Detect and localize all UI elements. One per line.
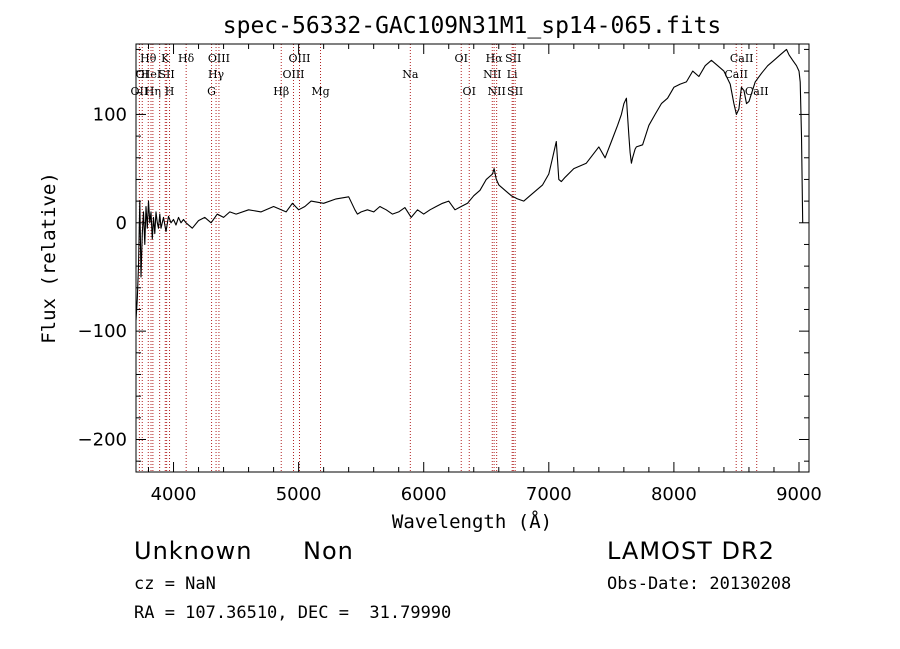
line-marker-label: NII (487, 85, 505, 98)
y-tick-label: −200 (78, 429, 127, 450)
y-axis-label: Flux (relative) (38, 172, 60, 344)
line-marker-label: OIII (208, 52, 230, 65)
line-marker-label: SII (159, 68, 175, 81)
line-marker-label: OI (455, 52, 468, 65)
line-marker-label: OIII (288, 52, 310, 65)
y-tick-label: 0 (116, 213, 127, 234)
line-marker-label: Li (507, 68, 518, 81)
axes: 4000 5000 6000 7000 8000 9000 −200 −100 0 100 (78, 44, 822, 505)
object-class: Unknown (134, 537, 253, 565)
line-marker-label: CaII (730, 52, 754, 65)
line-marker-label: Hγ (208, 68, 225, 81)
line-marker-label: Hβ (273, 85, 289, 98)
coordinates-text: RA = 107.36510, DEC = 31.79990 (134, 603, 452, 623)
line-marker-label: Hη (145, 85, 161, 98)
spectrum-series (135, 48, 804, 321)
redshift-text: cz = NaN (134, 574, 216, 594)
plot-frame (135, 43, 810, 473)
chart-title: spec-56332-GAC109N31M1_sp14-065.fits (223, 13, 722, 39)
x-tick-label: 8000 (651, 484, 697, 505)
line-marker-label: K (161, 52, 170, 65)
x-tick-label: 7000 (526, 484, 572, 505)
line-marker-label: Hδ (178, 52, 195, 65)
spectrum-line (135, 48, 804, 321)
line-marker-label: OIII (282, 68, 304, 81)
x-axis-label: Wavelength (Å) (392, 510, 552, 533)
y-tick-label: −100 (78, 321, 127, 342)
x-tick-label: 6000 (401, 484, 447, 505)
line-marker-label: Na (402, 68, 419, 81)
line-marker-label: HeI (141, 68, 161, 81)
y-tick-label: 100 (93, 104, 127, 125)
line-marker-label: NII (483, 68, 501, 81)
line-marker-label: CaII (745, 85, 769, 98)
line-marker-label: Mg (311, 85, 329, 98)
line-marker-label: H (165, 85, 175, 98)
line-marker-label: OII (131, 85, 149, 98)
spectral-line-markers: OII OI Hθ HeI Hη K SII H Hδ G Hγ OIII Hβ OIII OIII Mg Na… (131, 44, 769, 472)
line-marker-label: Hα (486, 52, 504, 65)
obs-date-text: Obs-Date: 20130208 (607, 574, 792, 594)
line-marker-label: OI (463, 85, 476, 98)
survey-name: LAMOST DR2 (607, 537, 775, 565)
line-marker-label: G (207, 85, 216, 98)
object-subclass: Non (303, 537, 354, 565)
line-marker-label: Hθ (140, 52, 157, 65)
x-tick-label: 9000 (776, 484, 822, 505)
x-tick-label: 4000 (151, 484, 197, 505)
line-marker-label: SII (505, 52, 521, 65)
line-marker-label: SII (507, 85, 523, 98)
x-tick-label: 5000 (276, 484, 322, 505)
